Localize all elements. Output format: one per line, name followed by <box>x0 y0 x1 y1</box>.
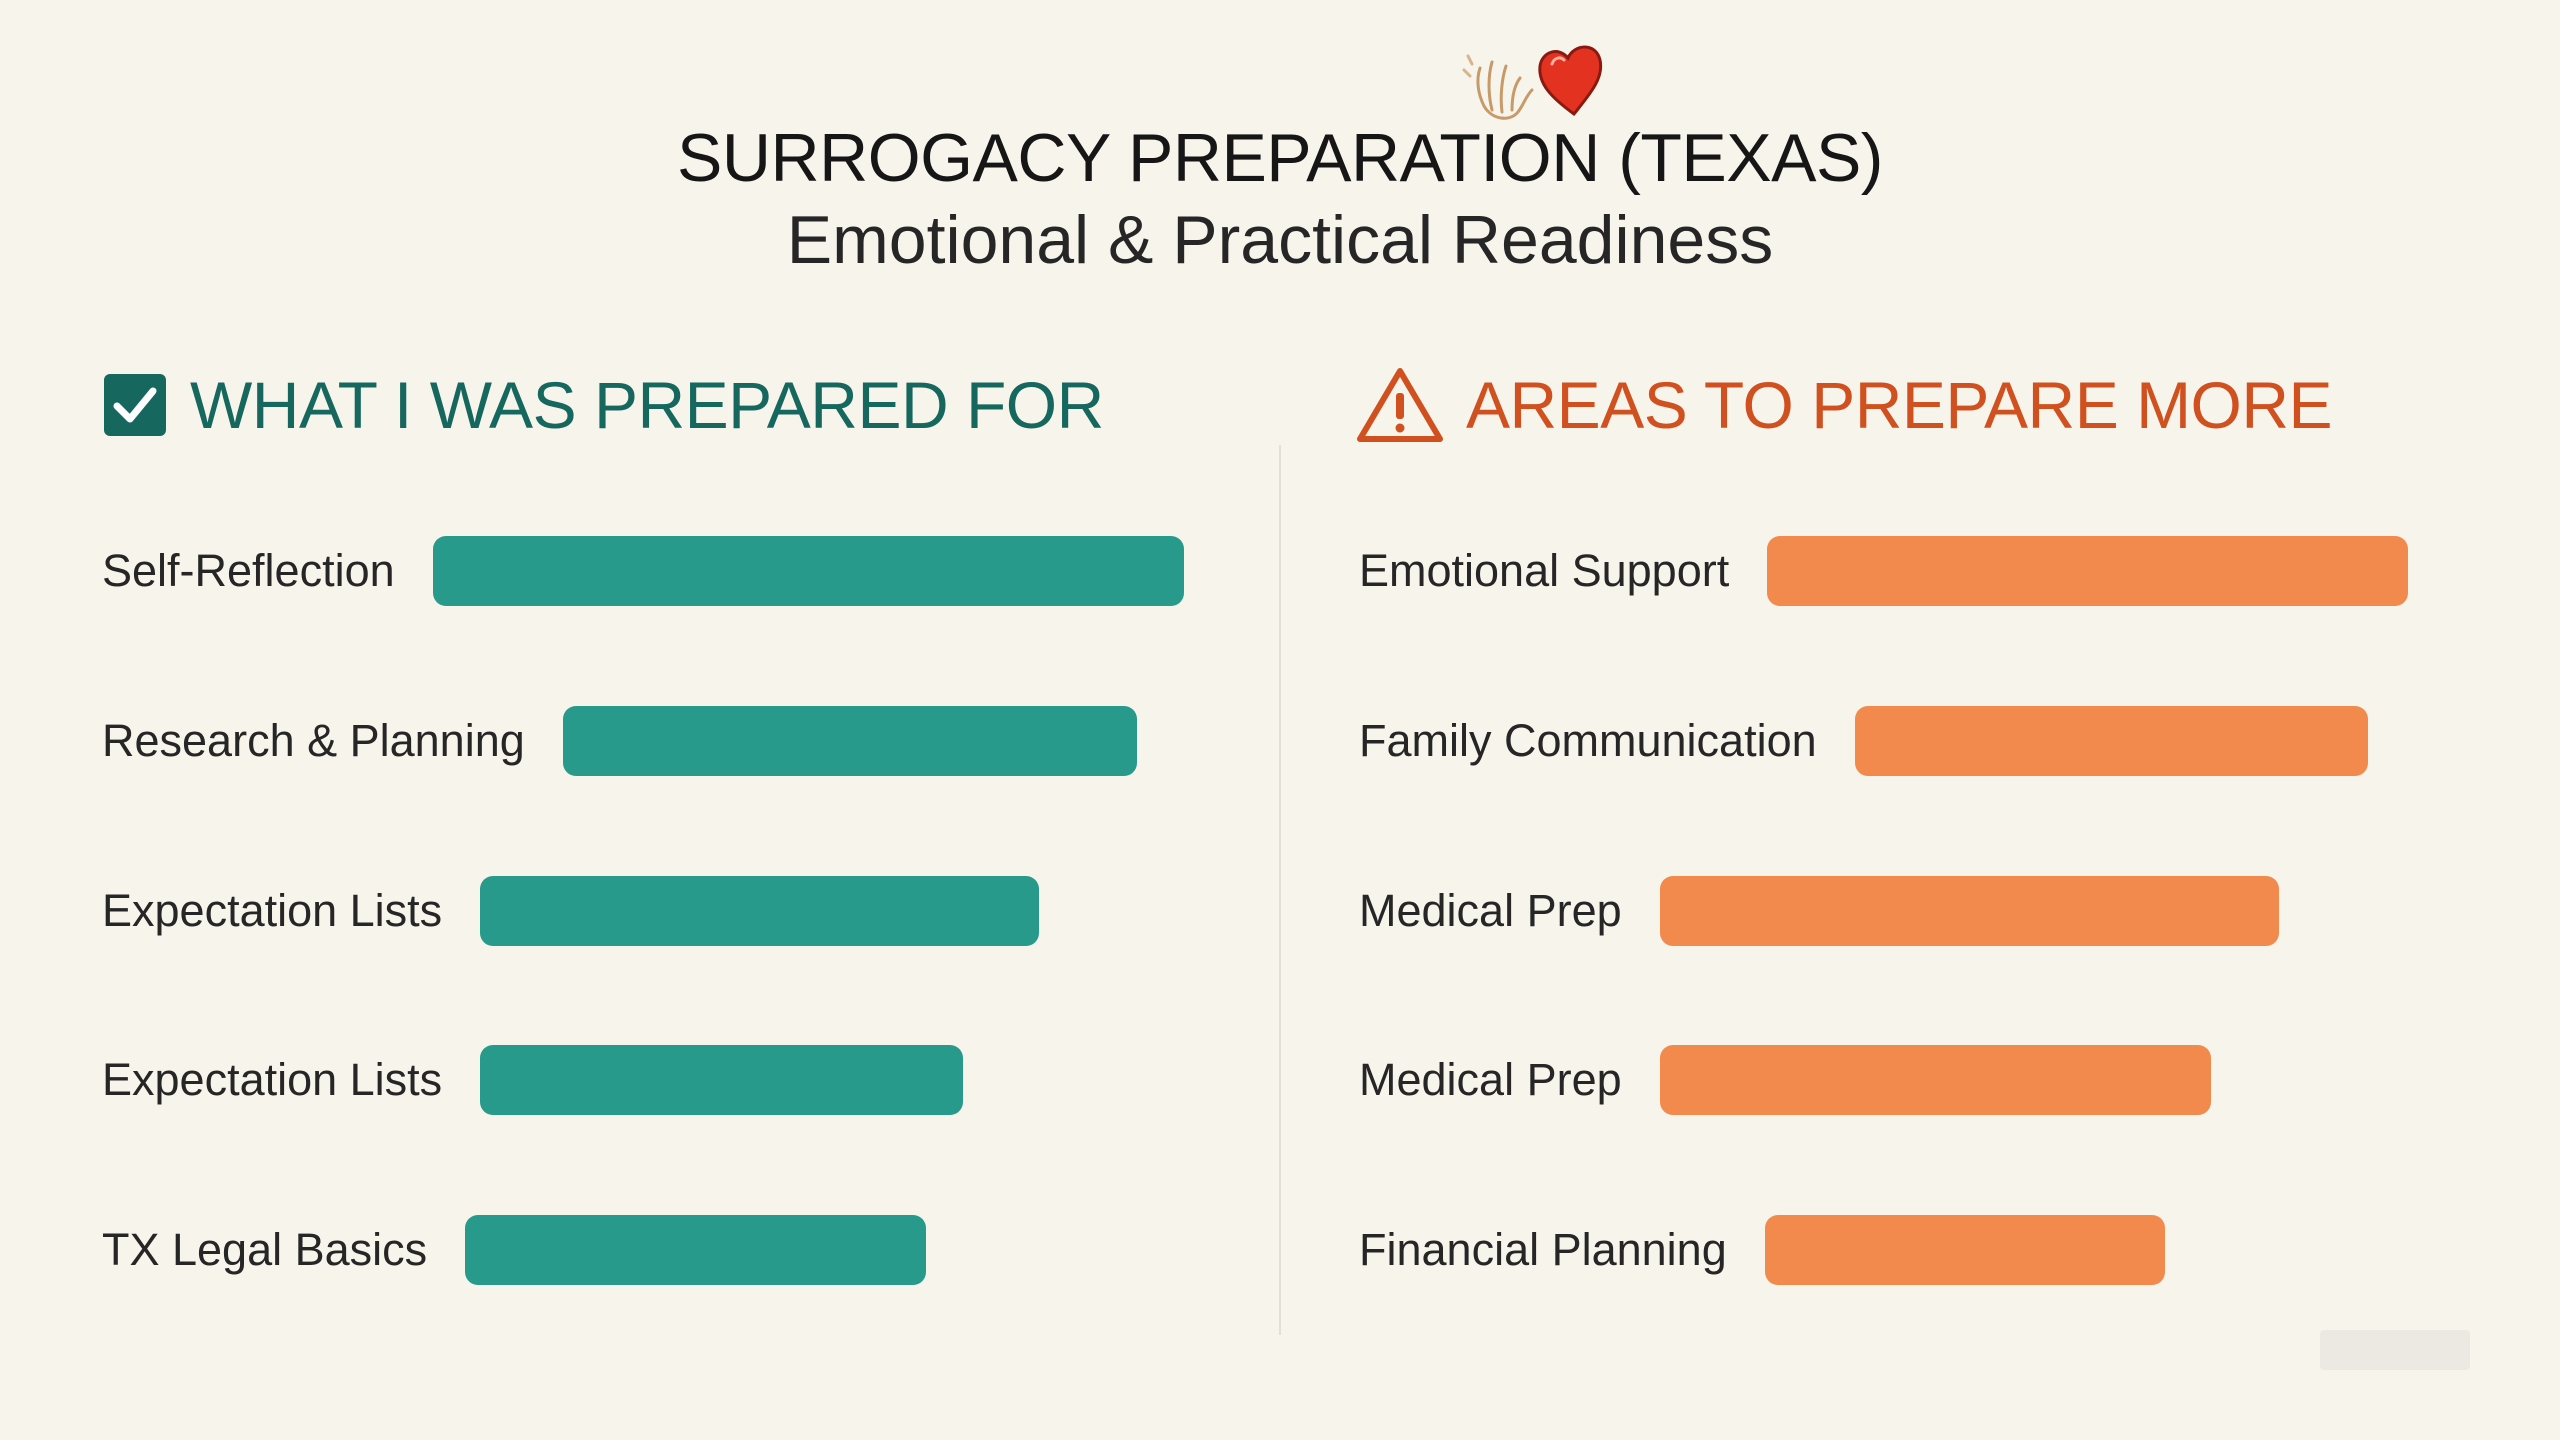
bar-label: Expectation Lists <box>102 885 443 936</box>
bar-label: Research & Planning <box>102 715 525 766</box>
bar-label: Family Communication <box>1359 715 1817 766</box>
prepared-bar <box>433 536 1184 606</box>
bar-label: Medical Prep <box>1359 885 1622 936</box>
warning-triangle-icon <box>1357 368 1443 442</box>
improve-bar <box>1855 706 2369 776</box>
improve-bar <box>1765 1215 2166 1285</box>
bar-label: Financial Planning <box>1359 1224 1727 1275</box>
improve-section-heading: AREAS TO PREPARE MORE <box>1356 360 2333 450</box>
column-divider <box>1279 445 1281 1335</box>
watermark-logo <box>2320 1330 2470 1370</box>
prepared-section-heading: WHAT I WAS PREPARED FOR <box>102 360 1104 450</box>
prepared-bar <box>480 876 1039 946</box>
bar-label: Self-Reflection <box>102 545 395 596</box>
waving-hand-icon <box>1462 54 1534 120</box>
improve-bar <box>1660 876 2280 946</box>
bar-label: TX Legal Basics <box>102 1224 428 1275</box>
improve-section-title: AREAS TO PREPARE MORE <box>1466 368 2333 442</box>
prepared-bar <box>465 1215 926 1285</box>
prepared-bar <box>563 706 1137 776</box>
chart-subtitle: Emotional & Practical Readiness <box>786 202 1774 278</box>
bar-label: Expectation Lists <box>102 1054 443 1105</box>
checkbox-checked-icon <box>104 374 166 436</box>
chart-title: SURROGACY PREPARATION (TEXAS) <box>677 120 1883 196</box>
prepared-section-title: WHAT I WAS PREPARED FOR <box>190 368 1104 442</box>
heart-icon <box>1538 45 1603 117</box>
bar-label: Emotional Support <box>1359 545 1730 596</box>
prepared-bar <box>480 1045 964 1115</box>
waving-hand-and-heart-icon <box>1462 45 1603 120</box>
bar-label: Medical Prep <box>1359 1054 1622 1105</box>
improve-bar <box>1660 1045 2212 1115</box>
improve-bar <box>1767 536 2408 606</box>
